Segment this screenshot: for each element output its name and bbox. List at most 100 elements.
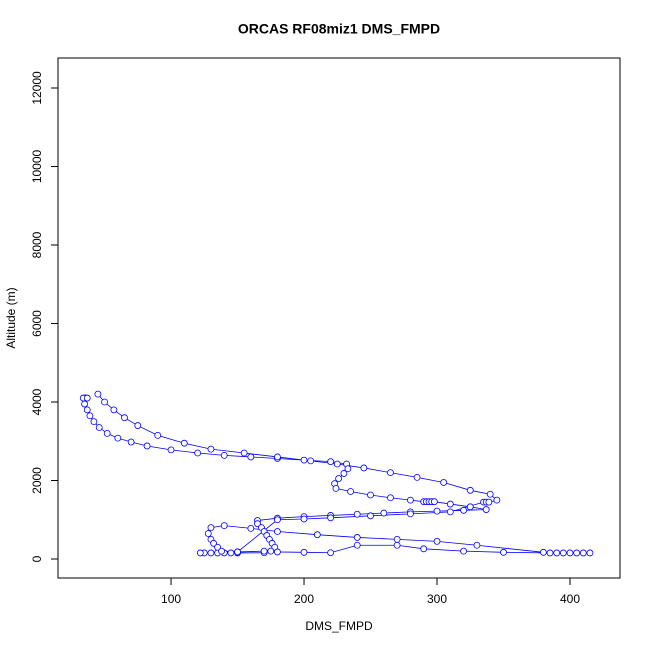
y-tick-label: 12000 — [30, 71, 44, 105]
data-point — [347, 488, 354, 495]
data-point — [167, 446, 175, 454]
data-point — [247, 524, 255, 532]
data-point — [234, 548, 241, 556]
data-point — [300, 548, 308, 556]
data-point — [207, 445, 215, 453]
data-point — [95, 424, 103, 431]
data-point — [300, 456, 308, 464]
data-point — [493, 496, 501, 504]
data-point — [446, 500, 454, 508]
data-point — [332, 484, 340, 492]
data-point — [393, 541, 401, 549]
data-point — [86, 412, 94, 420]
data-point — [300, 515, 308, 523]
y-tick-label: 8000 — [30, 231, 44, 258]
data-point — [83, 394, 91, 402]
data-point — [143, 442, 151, 450]
x-axis-label: DMS_FMPD — [305, 619, 373, 633]
data-point — [433, 537, 441, 545]
data-point — [101, 398, 108, 406]
data-point — [127, 438, 135, 446]
data-point — [121, 414, 128, 422]
y-tick-label: 0 — [30, 555, 44, 562]
y-tick-label: 2000 — [30, 467, 44, 494]
data-point — [353, 534, 361, 541]
data-point — [579, 549, 587, 557]
data-point — [387, 494, 394, 502]
data-point — [204, 530, 212, 537]
data-point — [307, 457, 315, 465]
data-point — [333, 460, 341, 468]
data-point — [83, 406, 91, 414]
data-point — [440, 479, 448, 486]
data-point — [340, 470, 348, 477]
data-point — [407, 496, 414, 504]
data-point — [254, 520, 261, 528]
y-tick-label: 4000 — [30, 388, 44, 415]
data-point — [420, 545, 428, 553]
data-point — [327, 514, 335, 522]
x-tick-label: 200 — [294, 592, 314, 606]
data-point — [546, 549, 554, 557]
data-point — [486, 490, 494, 498]
data-point — [207, 524, 215, 532]
data-point — [393, 535, 401, 543]
data-point — [460, 506, 468, 514]
data-point — [539, 548, 547, 556]
data-point — [267, 547, 275, 555]
data-point — [482, 506, 490, 513]
data-point — [218, 547, 225, 555]
data-point — [407, 510, 414, 518]
data-point — [260, 547, 268, 555]
data-point — [387, 469, 394, 477]
data-point — [274, 516, 281, 524]
data-point — [274, 548, 281, 556]
data-point — [247, 453, 255, 461]
data-point — [353, 541, 361, 549]
data-point — [367, 512, 374, 520]
data-point — [81, 400, 88, 408]
data-point — [367, 491, 374, 499]
data-point — [500, 548, 507, 556]
data-point — [94, 390, 102, 398]
data-point — [335, 475, 343, 482]
data-point — [586, 549, 594, 557]
data-point — [559, 549, 567, 557]
data-point — [466, 503, 474, 511]
data-point — [154, 431, 162, 439]
data-point — [207, 549, 215, 557]
y-tick-label: 6000 — [30, 310, 44, 337]
data-point — [327, 549, 335, 557]
data-point — [553, 549, 561, 557]
data-point — [134, 422, 142, 429]
x-tick-label: 100 — [161, 592, 181, 606]
data-point — [360, 464, 368, 472]
data-point — [485, 498, 493, 506]
y-tick-label: 10000 — [30, 149, 44, 183]
data-point — [103, 429, 111, 437]
data-point — [210, 539, 217, 547]
data-point — [180, 439, 188, 447]
data-point — [196, 549, 204, 557]
data-point — [274, 528, 281, 535]
y-axis-label: Altitude (m) — [4, 287, 18, 348]
data-point — [446, 508, 454, 516]
data-point — [220, 522, 228, 530]
chart-title: ORCAS RF08miz1 DMS_FMPD — [238, 21, 440, 37]
data-point — [460, 547, 468, 555]
data-point — [227, 549, 235, 557]
data-point — [114, 434, 122, 442]
data-point — [214, 543, 221, 551]
data-point — [566, 549, 574, 557]
data-point — [274, 453, 281, 461]
plot-frame — [57, 57, 621, 579]
x-tick-label: 300 — [427, 592, 447, 606]
data-point — [573, 549, 581, 557]
data-point — [313, 531, 321, 539]
data-point — [240, 449, 248, 457]
data-point — [220, 451, 228, 459]
data-point — [413, 473, 421, 481]
data-point — [433, 507, 441, 515]
